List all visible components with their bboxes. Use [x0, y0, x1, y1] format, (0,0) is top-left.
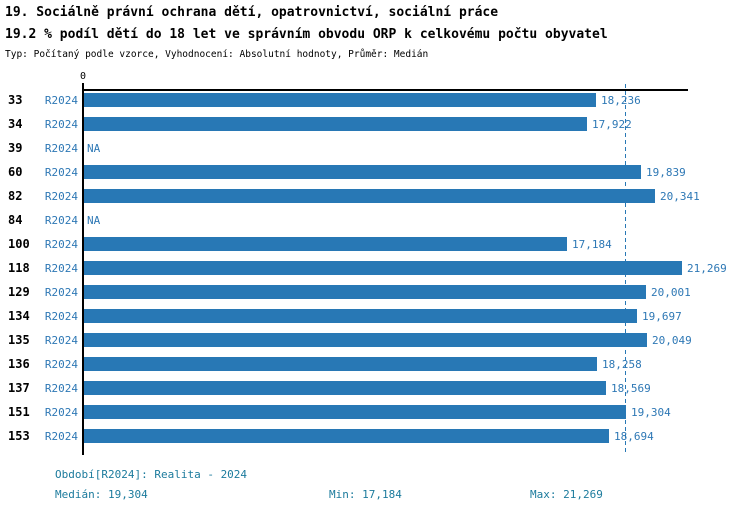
- chart-subtitle: Typ: Počítaný podle vzorce, Vyhodnocení:…: [5, 49, 429, 60]
- value-bar: [84, 117, 587, 131]
- row-category-label: 135: [8, 333, 30, 347]
- row-category-label: 60: [8, 165, 23, 179]
- row-series-label: R2024: [44, 238, 78, 251]
- footer-max-value: Max: 21,269: [530, 488, 603, 501]
- row-value-label: 20,341: [660, 190, 700, 203]
- footer-period-label: Období[R2024]: Realita - 2024: [55, 468, 248, 481]
- row-value-label: 18,236: [601, 94, 641, 107]
- row-value-label: 17,922: [592, 118, 632, 131]
- chart-row: 137 R2024 18,569: [0, 376, 750, 400]
- footer-min-value: Min: 17,184: [329, 488, 402, 501]
- chart-row: 129 R2024 20,001: [0, 280, 750, 304]
- chart-row: 118 R2024 21,269: [0, 256, 750, 280]
- row-value-label: 18,258: [602, 358, 642, 371]
- row-category-label: 136: [8, 357, 30, 371]
- row-value-label: 19,839: [646, 166, 686, 179]
- chart-row: 136 R2024 18,258: [0, 352, 750, 376]
- row-category-label: 84: [8, 213, 23, 227]
- chart-title-line2: 19.2 % podíl dětí do 18 let ve správním …: [5, 27, 608, 42]
- row-value-label: 21,269: [687, 262, 727, 275]
- row-category-label: 33: [8, 93, 23, 107]
- row-value-label: 18,569: [611, 382, 651, 395]
- row-series-label: R2024: [44, 118, 78, 131]
- value-bar: [84, 93, 596, 107]
- row-na-label: NA: [87, 142, 101, 155]
- row-category-label: 100: [8, 237, 30, 251]
- chart-title-line1: 19. Sociálně právní ochrana dětí, opatro…: [5, 5, 499, 20]
- row-series-label: R2024: [44, 142, 78, 155]
- value-bar: [84, 405, 626, 419]
- row-series-label: R2024: [44, 358, 78, 371]
- row-series-label: R2024: [44, 286, 78, 299]
- row-category-label: 137: [8, 381, 30, 395]
- chart-row: 39 R2024 NA: [0, 136, 750, 160]
- row-category-label: 153: [8, 429, 30, 443]
- value-bar: [84, 309, 637, 323]
- row-category-label: 39: [8, 141, 23, 155]
- row-category-label: 118: [8, 261, 30, 275]
- value-bar: [84, 285, 646, 299]
- row-value-label: 17,184: [572, 238, 612, 251]
- row-series-label: R2024: [44, 214, 78, 227]
- chart-row: 151 R2024 19,304: [0, 400, 750, 424]
- row-series-label: R2024: [44, 406, 78, 419]
- row-series-label: R2024: [44, 430, 78, 443]
- x-axis-zero-tick-label: 0: [79, 71, 87, 82]
- row-series-label: R2024: [44, 262, 78, 275]
- x-axis-zero-tick: [82, 83, 84, 89]
- value-bar: [84, 165, 641, 179]
- row-value-label: 20,049: [652, 334, 692, 347]
- value-bar: [84, 333, 647, 347]
- row-value-label: 20,001: [651, 286, 691, 299]
- row-category-label: 134: [8, 309, 30, 323]
- row-value-label: 18,694: [614, 430, 654, 443]
- chart-row: 135 R2024 20,049: [0, 328, 750, 352]
- value-bar: [84, 357, 597, 371]
- row-series-label: R2024: [44, 334, 78, 347]
- row-series-label: R2024: [44, 190, 78, 203]
- row-category-label: 129: [8, 285, 30, 299]
- chart-row: 34 R2024 17,922: [0, 112, 750, 136]
- row-series-label: R2024: [44, 310, 78, 323]
- row-series-label: R2024: [44, 94, 78, 107]
- value-bar: [84, 189, 655, 203]
- value-bar: [84, 381, 606, 395]
- chart-row: 134 R2024 19,697: [0, 304, 750, 328]
- chart-row: 82 R2024 20,341: [0, 184, 750, 208]
- chart-row: 84 R2024 NA: [0, 208, 750, 232]
- row-value-label: 19,697: [642, 310, 682, 323]
- chart-row: 153 R2024 18,694: [0, 424, 750, 448]
- value-bar: [84, 237, 567, 251]
- row-series-label: R2024: [44, 382, 78, 395]
- y-axis-line: [82, 89, 84, 455]
- footer-median-value: Medián: 19,304: [55, 488, 148, 501]
- row-na-label: NA: [87, 214, 101, 227]
- row-value-label: 19,304: [631, 406, 671, 419]
- chart-row: 60 R2024 19,839: [0, 160, 750, 184]
- row-category-label: 151: [8, 405, 30, 419]
- row-series-label: R2024: [44, 166, 78, 179]
- chart-row: 33 R2024 18,236: [0, 88, 750, 112]
- row-category-label: 82: [8, 189, 23, 203]
- row-category-label: 34: [8, 117, 23, 131]
- value-bar: [84, 429, 609, 443]
- value-bar: [84, 261, 682, 275]
- x-axis-line: [82, 89, 688, 91]
- chart-row: 100 R2024 17,184: [0, 232, 750, 256]
